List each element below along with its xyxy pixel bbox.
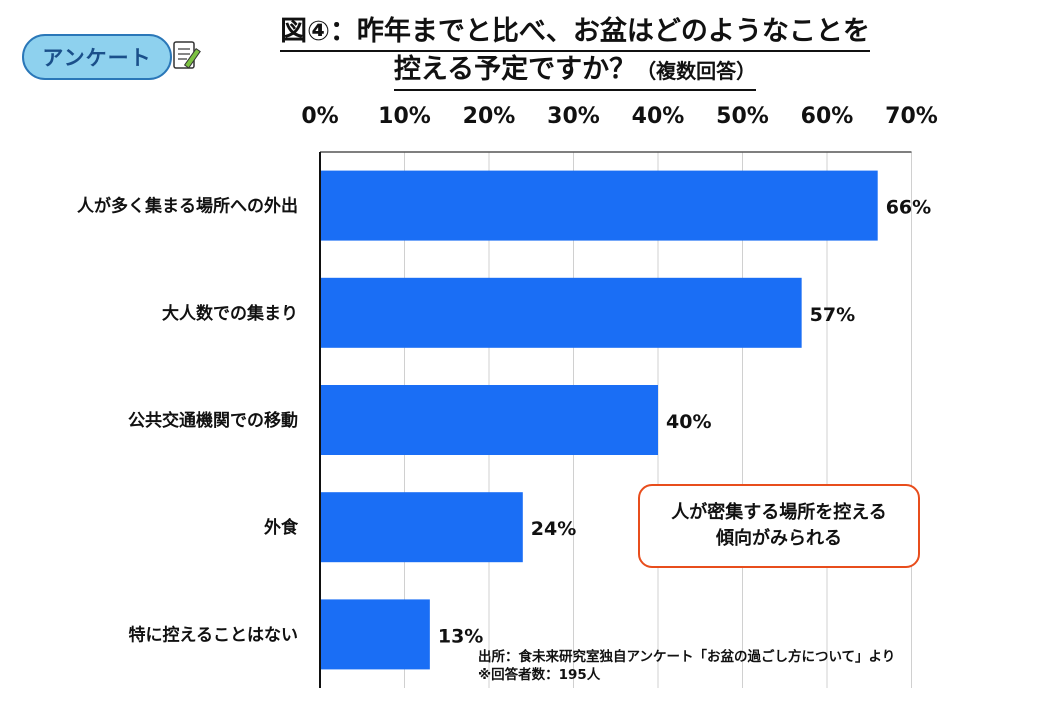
value-label: 40%: [666, 411, 711, 433]
source-line1: 出所：食未来研究室独自アンケート「お盆の過ごし方について」より: [478, 649, 896, 665]
value-label: 57%: [810, 304, 855, 326]
category-labels: 人が多く集まる場所への外出大人数での集まり公共交通機関での移動外食特に控えること…: [77, 196, 299, 646]
survey-badge-pill: アンケート: [22, 34, 172, 80]
x-tick-label: 10%: [378, 104, 431, 129]
annotation-box: 人が密集する場所を控える 傾向がみられる: [638, 484, 920, 568]
x-tick-label: 30%: [547, 104, 600, 129]
memo-pencil-icon: [173, 41, 201, 69]
x-tick-label: 20%: [463, 104, 516, 129]
chart-title-main: 控える予定ですか？: [393, 54, 637, 85]
bar: [320, 492, 523, 563]
x-tick-labels: 0% 10% 20% 30% 40% 50% 60% 70%: [301, 104, 938, 129]
value-label: 13%: [438, 625, 483, 647]
x-tick-label: 0%: [301, 104, 338, 129]
category-label: 外食: [264, 517, 299, 538]
chart-title-line2: 控える予定ですか？（複数回答）: [393, 52, 757, 91]
category-label: 公共交通機関での移動: [128, 410, 298, 431]
bar: [320, 385, 658, 455]
bar: [320, 599, 430, 670]
x-tick-label: 60%: [801, 104, 854, 129]
chart-title: 図④：昨年までと比べ、お盆はどのようなことを 控える予定ですか？（複数回答）: [195, 14, 955, 91]
chart-title-suffix: （複数回答）: [636, 59, 757, 83]
survey-badge: アンケート: [22, 34, 202, 80]
bars: [320, 170, 878, 670]
value-label: 66%: [886, 197, 931, 219]
annotation-line1: 人が密集する場所を控える: [671, 502, 887, 523]
category-label: 人が多く集まる場所への外出: [77, 196, 298, 217]
bar: [320, 277, 802, 348]
x-tick-label: 40%: [632, 104, 685, 129]
value-label: 24%: [531, 518, 576, 540]
source-line2: ※回答者数：195人: [478, 667, 601, 683]
chart-title-line1: 図④：昨年までと比べ、お盆はどのようなことを: [280, 14, 870, 52]
category-label: 特に控えることはない: [129, 624, 299, 645]
survey-badge-label: アンケート: [42, 46, 152, 70]
x-tick-label: 70%: [885, 104, 938, 129]
annotation-line2: 傾向がみられる: [716, 528, 842, 549]
x-tick-label: 50%: [716, 104, 769, 129]
category-label: 大人数での集まり: [162, 303, 298, 324]
source-note: 出所：食未来研究室独自アンケート「お盆の過ごし方について」より ※回答者数：19…: [478, 648, 895, 684]
bar: [320, 170, 878, 241]
value-labels: 66% 57% 40% 24% 13%: [438, 197, 931, 648]
